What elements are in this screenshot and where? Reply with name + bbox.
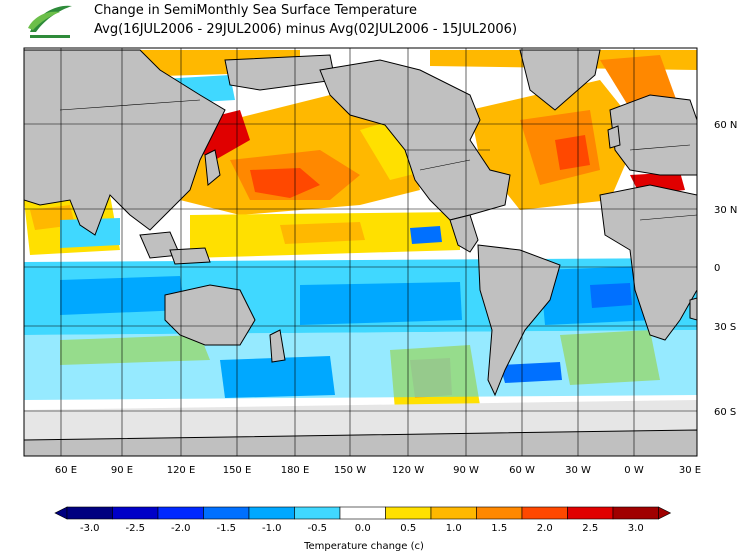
legend-title: Temperature change (c) xyxy=(303,541,424,552)
legend-tick-label: 0.5 xyxy=(400,523,416,534)
lon-label: 60 E xyxy=(55,465,77,476)
legend-tick-label: -0.5 xyxy=(307,523,327,534)
legend-tick-label: 0.0 xyxy=(355,523,371,534)
legend-tick-label: 2.5 xyxy=(582,523,598,534)
legend-tick-label: -2.0 xyxy=(171,523,191,534)
lat-label: 60 N xyxy=(714,120,737,131)
legend-swatch xyxy=(612,506,659,520)
lat-label: 30 N xyxy=(714,205,737,216)
lon-label: 150 W xyxy=(334,465,366,476)
leaf-logo-icon xyxy=(28,5,72,38)
boundary-lines xyxy=(59,99,697,221)
lon-label: 90 E xyxy=(111,465,133,476)
legend-tick-label: 1.0 xyxy=(446,523,462,534)
graticule xyxy=(24,48,697,456)
sst-anomaly-map: 60 E 90 E 120 E 150 E 180 E 150 W 120 W … xyxy=(23,47,737,476)
lat-label: 60 S xyxy=(714,407,736,418)
map-frame xyxy=(23,47,698,457)
legend-swatch xyxy=(339,506,386,520)
legend-swatch xyxy=(567,506,614,520)
lon-label: 0 W xyxy=(624,465,644,476)
legend-tick-labels: -3.0 -2.5 -2.0 -1.5 -1.0 -0.5 0.0 0.5 1.0 1.5 2.0 2… xyxy=(80,523,644,534)
legend-tick-label: -1.5 xyxy=(216,523,236,534)
legend-tick-label: -2.5 xyxy=(125,523,145,534)
legend-swatch xyxy=(430,506,477,520)
legend-tick-label: 3.0 xyxy=(628,523,644,534)
lat-label: 0 xyxy=(714,263,720,274)
legend-tick-label: -3.0 xyxy=(80,523,100,534)
legend-swatch xyxy=(157,506,204,520)
legend-swatch xyxy=(203,506,250,520)
legend-swatch xyxy=(521,506,568,520)
longitude-labels: 60 E 90 E 120 E 150 E 180 E 150 W 120 W … xyxy=(55,465,701,476)
legend-swatch xyxy=(112,506,159,520)
lon-label: 60 W xyxy=(509,465,535,476)
lon-label: 150 E xyxy=(223,465,252,476)
lon-label: 30 W xyxy=(565,465,591,476)
latitude-labels: 60 N 30 N 0 30 S 60 S xyxy=(714,120,737,418)
lon-label: 120 E xyxy=(167,465,196,476)
legend-tick-label: 1.5 xyxy=(491,523,507,534)
legend-tick-label: -1.0 xyxy=(262,523,282,534)
lon-label: 30 E xyxy=(679,465,701,476)
legend-swatch xyxy=(66,506,113,520)
legend-swatches xyxy=(54,506,672,520)
legend-tick-label: 2.0 xyxy=(537,523,553,534)
legend-swatch xyxy=(294,506,341,520)
land-masses xyxy=(24,49,697,456)
lon-label: 180 E xyxy=(281,465,310,476)
chart-subtitle: Avg(16JUL2006 - 29JUL2006) minus Avg(02J… xyxy=(94,22,518,37)
lon-label: 90 W xyxy=(453,465,479,476)
legend-swatch xyxy=(248,506,295,520)
legend-low-arrow xyxy=(54,506,68,520)
legend-high-arrow xyxy=(658,506,672,520)
lat-label: 30 S xyxy=(714,322,736,333)
legend-swatch xyxy=(385,506,432,520)
legend-swatch xyxy=(476,506,523,520)
lon-label: 120 W xyxy=(392,465,424,476)
chart-title: Change in SemiMonthly Sea Surface Temper… xyxy=(94,3,417,18)
